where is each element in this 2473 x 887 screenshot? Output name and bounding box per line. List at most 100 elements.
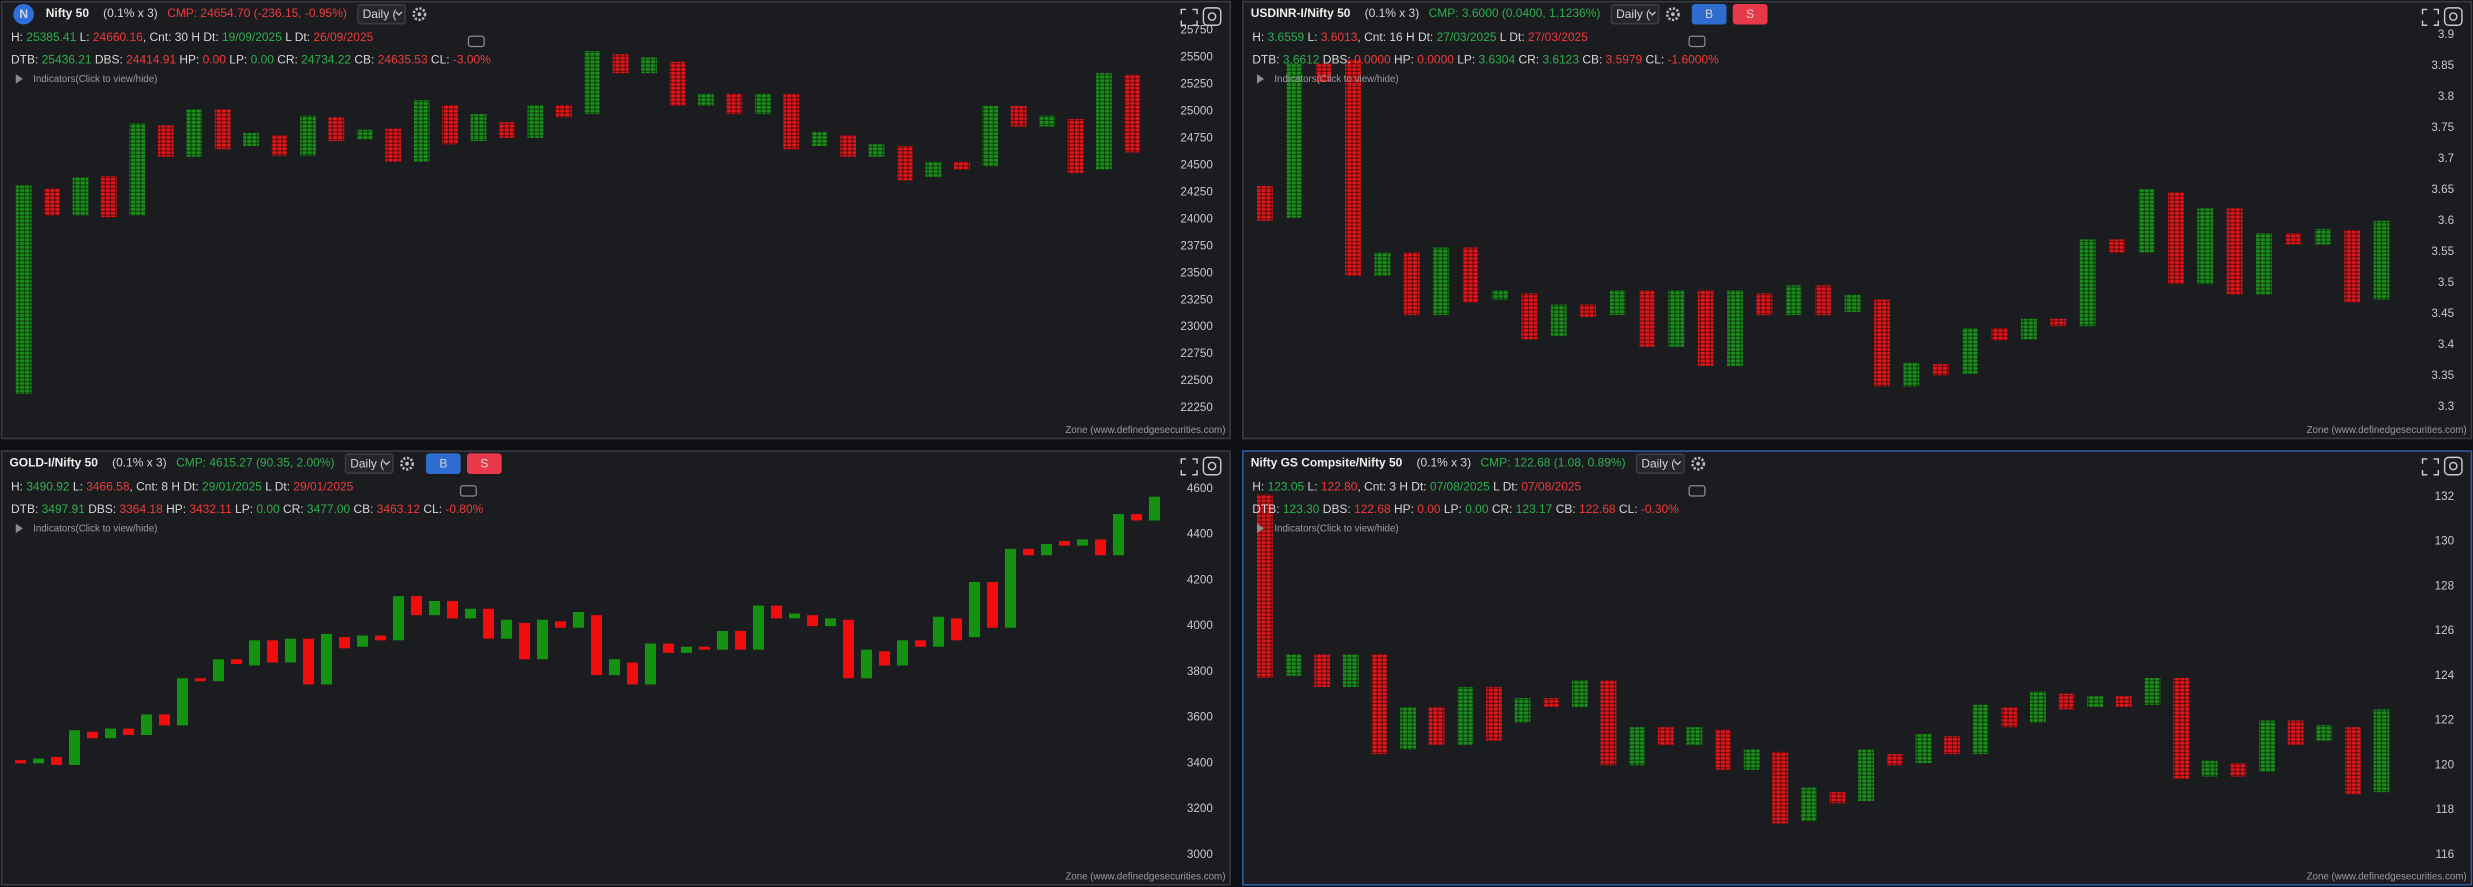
button-label[interactable]: S xyxy=(480,456,488,470)
candle xyxy=(518,622,531,660)
fullscreen-icon[interactable] xyxy=(2421,8,2440,26)
indicators-toggle[interactable]: Indicators(Click to view/hide) xyxy=(33,74,157,85)
logo xyxy=(13,3,34,25)
expand-triangle[interactable] xyxy=(15,74,23,84)
candle xyxy=(572,611,585,628)
button-label[interactable]: B xyxy=(1705,7,1713,21)
info-segment: CL: xyxy=(428,53,453,67)
info-segment: HP: xyxy=(176,53,203,67)
candle xyxy=(1829,792,1846,804)
candle xyxy=(555,104,572,118)
candle xyxy=(2109,239,2125,253)
expand-triangle[interactable] xyxy=(15,523,23,534)
info-segment: LP: xyxy=(1454,53,1479,67)
settings-icon[interactable] xyxy=(412,7,427,22)
comment-icon[interactable] xyxy=(467,35,485,48)
candle xyxy=(1629,727,1645,766)
snapshot-icon[interactable] xyxy=(2443,456,2463,476)
candle xyxy=(1972,704,1989,755)
y-tick-label: 122 xyxy=(2435,714,2454,727)
indicators-toggle[interactable]: Indicators(Click to view/hide) xyxy=(1274,74,1398,85)
info-segment: 26/09/2025 xyxy=(313,30,373,44)
buy-button[interactable] xyxy=(425,453,461,474)
interval-label[interactable]: Daily ( xyxy=(363,7,397,21)
candle xyxy=(140,714,153,735)
comment-icon[interactable] xyxy=(1688,35,1706,48)
interval-label[interactable]: Daily ( xyxy=(350,456,384,470)
interval-dropdown[interactable] xyxy=(344,453,394,474)
candle xyxy=(752,605,765,650)
interval-label[interactable]: Daily ( xyxy=(1641,456,1675,470)
indicators-toggle[interactable]: Indicators(Click to view/hide) xyxy=(1274,524,1398,535)
indicators-toggle[interactable]: Indicators(Click to view/hide) xyxy=(33,524,157,535)
comment-icon[interactable] xyxy=(459,485,477,497)
sell-button[interactable] xyxy=(466,453,502,474)
info-segment: 27/03/2025 xyxy=(1437,30,1497,44)
dropdown-caret xyxy=(1674,460,1682,466)
settings-icon[interactable] xyxy=(1691,456,1706,471)
expand-triangle[interactable] xyxy=(1257,523,1265,534)
fullscreen-icon[interactable] xyxy=(2421,458,2440,476)
info-segment: DBS: xyxy=(92,53,127,67)
candle xyxy=(968,581,981,638)
candle xyxy=(442,104,458,145)
candle xyxy=(896,640,909,666)
candle xyxy=(1076,539,1089,546)
snapshot-icon[interactable] xyxy=(2443,7,2463,26)
snapshot-icon[interactable] xyxy=(1202,7,1222,26)
fullscreen-icon[interactable] xyxy=(1180,8,1198,26)
info-segment: 3.6559 xyxy=(1268,30,1305,44)
chart-params: (0.1% x 3) xyxy=(103,6,158,20)
candle xyxy=(1130,514,1143,521)
candle xyxy=(1962,328,1979,375)
info-segment: 0.00 xyxy=(1465,502,1489,516)
candle xyxy=(608,659,621,676)
candle xyxy=(1462,247,1479,303)
candle xyxy=(1039,115,1056,127)
y-tick-label: 124 xyxy=(2435,669,2455,682)
candle xyxy=(1697,290,1714,366)
info-segment: 25436.21 xyxy=(42,53,92,67)
settings-icon[interactable] xyxy=(1665,7,1680,22)
expand-triangle[interactable] xyxy=(1257,74,1265,84)
info-segment: 24414.91 xyxy=(126,53,176,67)
info-line: H: 3490.92 L: 3466.58, Cnt: 8 H Dt: 29/0… xyxy=(11,480,354,494)
candle xyxy=(129,123,146,216)
candle xyxy=(1727,290,1743,366)
snapshot-icon[interactable] xyxy=(1202,456,1222,476)
y-tick-label: 23500 xyxy=(1180,266,1213,279)
interval-label[interactable]: Daily ( xyxy=(1616,7,1650,21)
button-label[interactable]: B xyxy=(439,456,447,470)
info-segment: DBS: xyxy=(1319,502,1354,516)
interval-dropdown[interactable] xyxy=(1610,3,1660,25)
info-segment: CR: xyxy=(280,502,307,516)
candle xyxy=(1886,754,1903,766)
button-label[interactable]: S xyxy=(1746,7,1754,21)
candle xyxy=(1257,186,1273,221)
settings-icon[interactable] xyxy=(400,456,414,471)
candle xyxy=(248,640,261,666)
dropdown-caret xyxy=(1648,11,1656,16)
y-tick-label: 3.6 xyxy=(2438,214,2454,227)
candle xyxy=(726,93,743,115)
comment-icon[interactable] xyxy=(1688,485,1706,497)
info-segment: DBS: xyxy=(85,502,120,516)
y-tick-label: 4200 xyxy=(1187,573,1213,586)
info-segment: 3463.12 xyxy=(377,502,421,516)
interval-dropdown[interactable] xyxy=(1635,453,1685,474)
sell-button[interactable] xyxy=(1732,3,1768,25)
info-segment: 24660.16 xyxy=(93,30,143,44)
info-segment: 07/08/2025 xyxy=(1521,480,1581,494)
fullscreen-icon[interactable] xyxy=(1180,458,1198,476)
interval-dropdown[interactable] xyxy=(357,3,406,25)
info-segment: LP: xyxy=(1441,502,1466,516)
candle xyxy=(356,129,373,140)
info-segment: 3.6304 xyxy=(1479,53,1516,67)
info-segment: CB: xyxy=(1552,502,1579,516)
info-segment: DTB: xyxy=(1252,53,1283,67)
candle xyxy=(1314,654,1331,687)
y-tick-label: 23250 xyxy=(1180,293,1213,306)
y-tick-label: 3.8 xyxy=(2438,90,2454,103)
buy-button[interactable] xyxy=(1691,3,1727,25)
footer-credit: Zone (www.definedgesecurities.com) xyxy=(2307,871,2467,882)
